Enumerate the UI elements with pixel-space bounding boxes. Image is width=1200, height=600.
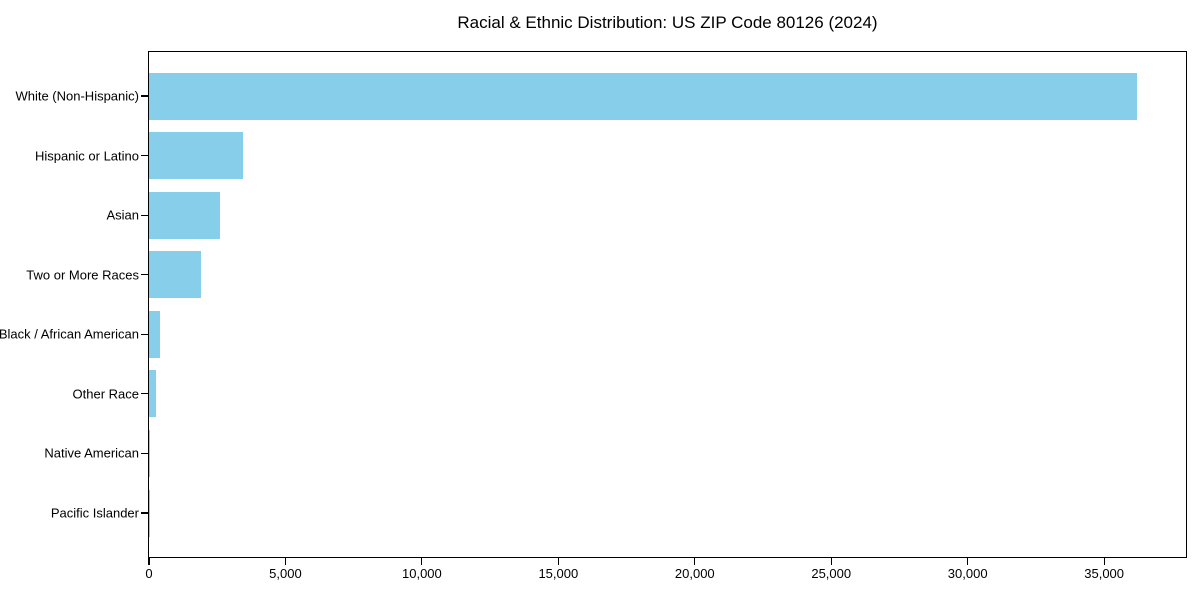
x-tick — [148, 558, 150, 565]
y-tick — [141, 393, 148, 395]
bar — [149, 310, 160, 358]
x-tick-label: 35,000 — [1084, 566, 1125, 581]
x-tick — [694, 558, 696, 565]
chart-title: Racial & Ethnic Distribution: US ZIP Cod… — [457, 13, 878, 32]
y-tick — [141, 154, 148, 157]
x-tick — [1103, 558, 1105, 565]
y-tick — [141, 274, 148, 276]
y-tick — [141, 95, 148, 97]
y-axis-label: White (Non-Hispanic) — [15, 88, 139, 104]
bar — [149, 72, 1137, 120]
x-tick-label: 0 — [145, 566, 153, 581]
x-tick — [284, 558, 287, 565]
x-tick-label: 15,000 — [538, 566, 579, 581]
y-axis-label: Asian — [106, 207, 139, 223]
x-tick-label: 20,000 — [674, 566, 715, 581]
y-axis-label: Black / African American — [0, 326, 139, 342]
y-axis-label: Hispanic or Latino — [34, 148, 139, 164]
bar — [149, 370, 157, 418]
bar — [149, 132, 244, 180]
y-axis-label: Pacific Islander — [50, 505, 139, 521]
x-tick-label: 30,000 — [947, 566, 988, 581]
x-tick-label: 5,000 — [269, 566, 302, 581]
x-tick — [557, 558, 559, 565]
x-tick — [421, 558, 423, 565]
y-axis-label: Native American — [44, 445, 139, 461]
y-tick — [141, 452, 148, 455]
plot-area: White (Non-Hispanic) Hispanic or Latino As… — [0, 51, 1187, 581]
y-axis-label: Two or More Races — [26, 267, 139, 283]
x-tick-label: 25,000 — [811, 566, 852, 581]
x-tick-label: 10,000 — [402, 566, 442, 581]
bar — [149, 429, 150, 477]
bar — [149, 191, 220, 239]
y-tick — [141, 214, 148, 216]
y-axis-label: Other Race — [72, 386, 139, 402]
x-tick — [967, 558, 969, 565]
y-tick — [141, 512, 148, 514]
x-tick — [830, 558, 832, 565]
y-tick — [141, 333, 148, 335]
bar — [149, 251, 201, 299]
